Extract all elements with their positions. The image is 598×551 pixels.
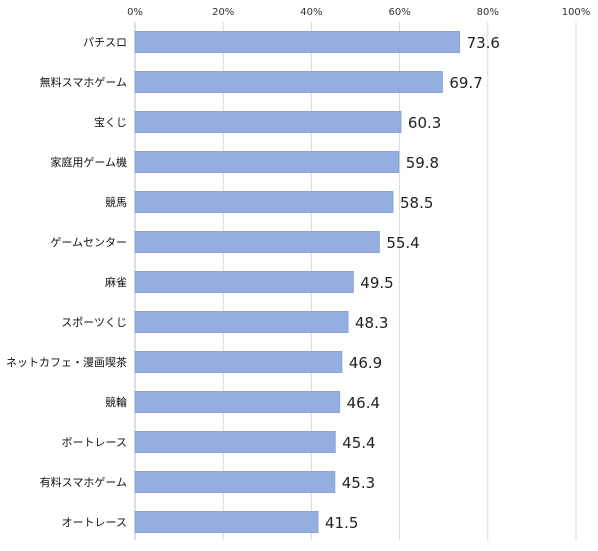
category-label: 無料スマホゲーム (40, 75, 127, 89)
category-label: 有料スマホゲーム (40, 475, 127, 489)
x-tick-label: 20% (212, 7, 234, 18)
value-label: 69.7 (449, 74, 482, 92)
x-tick-label: 60% (388, 7, 410, 18)
bar (134, 191, 394, 213)
value-label: 45.3 (342, 474, 375, 492)
category-label: ボートレース (62, 436, 127, 449)
value-label: 55.4 (386, 234, 419, 252)
value-label: 59.8 (406, 154, 439, 172)
value-label: 49.5 (360, 274, 393, 292)
value-label: 45.4 (342, 434, 375, 452)
bar (134, 351, 343, 373)
value-label: 73.6 (467, 34, 500, 52)
category-label: 宝くじ (94, 115, 127, 129)
bar (134, 511, 319, 533)
bar (134, 151, 400, 173)
category-label: ゲームセンター (50, 236, 127, 249)
value-label: 46.4 (347, 394, 380, 412)
category-label: ネットカフェ・漫画喫茶 (6, 355, 127, 369)
value-label: 60.3 (408, 114, 441, 132)
category-label: 麻雀 (105, 275, 127, 289)
bars (134, 31, 461, 533)
value-label: 41.5 (325, 514, 358, 532)
bar (134, 31, 461, 53)
category-label: スポーツくじ (61, 316, 127, 329)
x-tick-label: 80% (477, 7, 499, 18)
bar (134, 471, 336, 493)
category-label: オートレース (62, 516, 127, 529)
category-label: 家庭用ゲーム機 (50, 155, 127, 169)
bar (134, 311, 349, 333)
category-labels: パチスロ無料スマホゲーム宝くじ家庭用ゲーム機競馬ゲームセンター麻雀スポーツくじネ… (6, 36, 127, 529)
value-label: 58.5 (400, 194, 433, 212)
bar (134, 71, 443, 93)
value-labels: 73.6 69.7 60.3 59.8 58.5 55.4 49.5 48.3 46.9 46.4… (325, 34, 500, 532)
x-tick-label: 40% (300, 7, 322, 18)
value-label: 48.3 (355, 314, 388, 332)
x-tick-label: 0% (127, 7, 143, 18)
x-tick-label: 100% (562, 7, 591, 18)
x-axis-ticks: 0% 20% 40% 60% 80% 100% (127, 7, 590, 18)
bar (134, 271, 354, 293)
category-label: 競輪 (105, 395, 127, 409)
bar (134, 431, 336, 453)
value-label: 46.9 (349, 354, 382, 372)
category-label: 競馬 (105, 195, 127, 209)
bar (134, 391, 341, 413)
bar (134, 231, 380, 253)
category-label: パチスロ (83, 36, 127, 49)
bar (134, 111, 402, 133)
